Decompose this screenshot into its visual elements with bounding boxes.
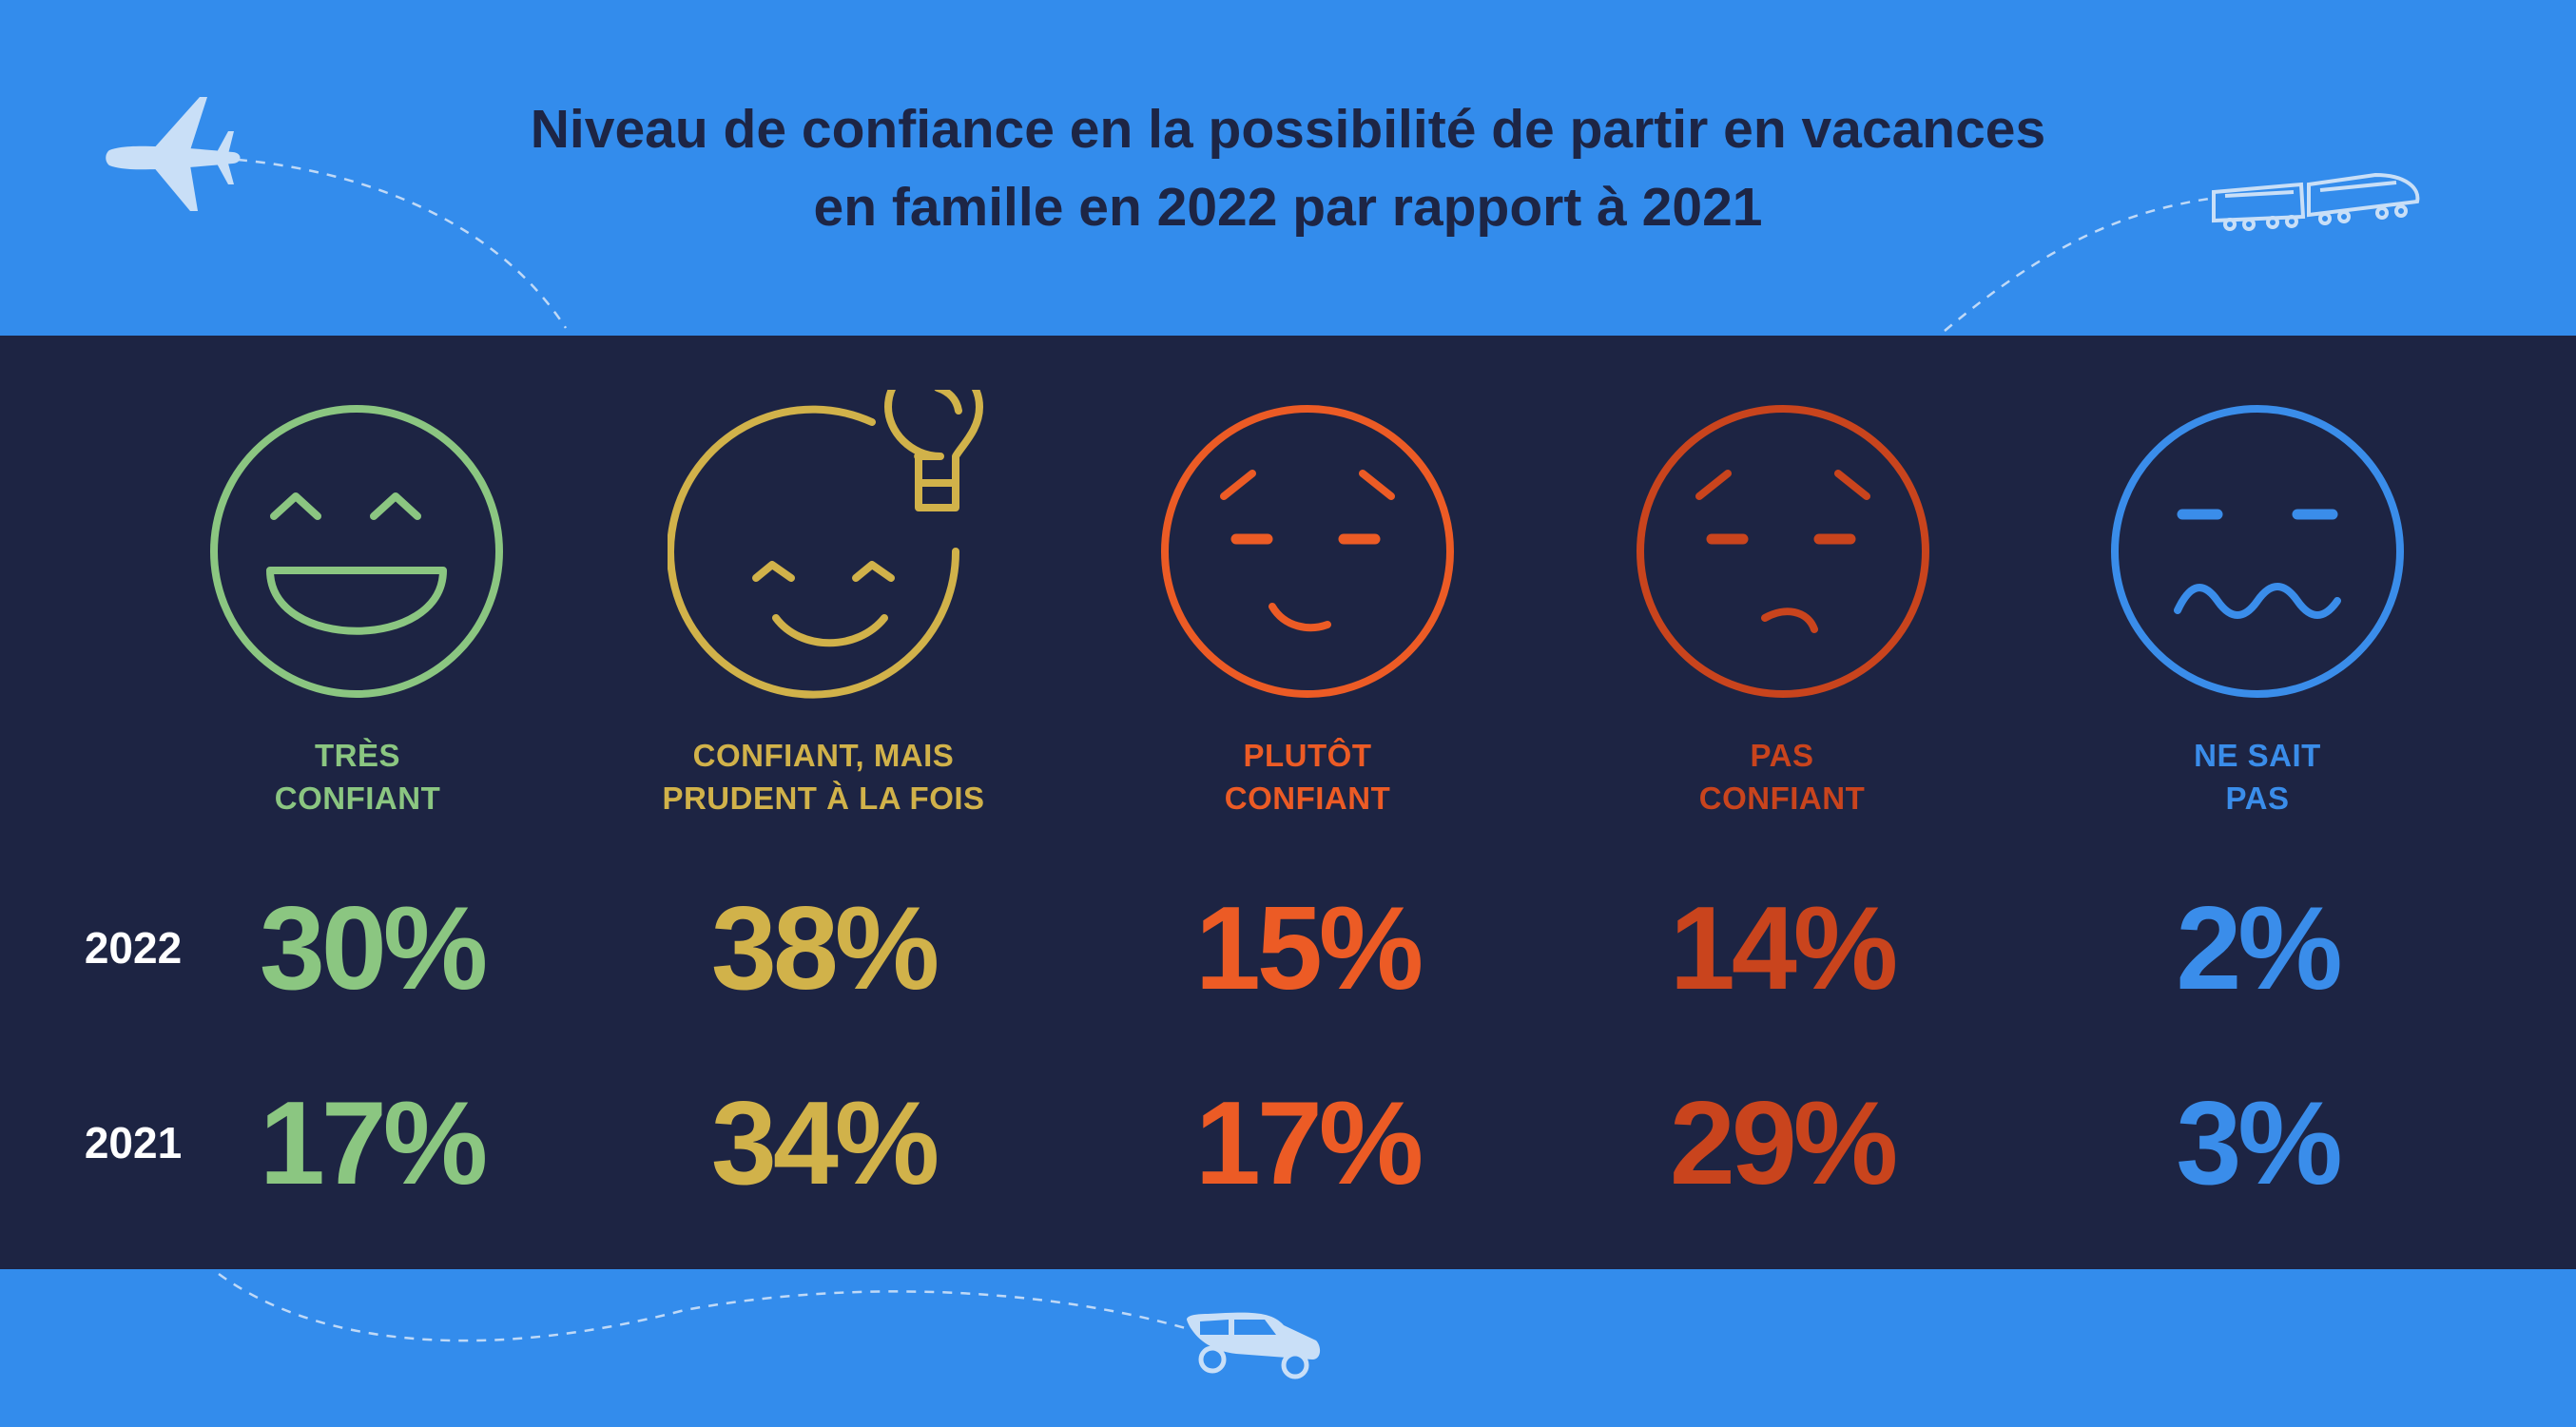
- data-value: 15%: [1194, 883, 1424, 1014]
- year-label-2022: 2022: [84, 923, 183, 973]
- lightbulb-icon: [884, 390, 983, 511]
- category-label-line: TRÈS: [314, 738, 400, 773]
- not-confident-face-icon: [1637, 405, 1929, 698]
- category-label-line: CONFIANT: [274, 781, 441, 816]
- category-label: CONFIANT, MAIS PRUDENT À LA FOIS: [595, 734, 1052, 820]
- data-value: 29%: [1669, 1078, 1898, 1209]
- confident-cautious-face-icon: [668, 390, 983, 699]
- title-line-2: en famille en 2022 par rapport à 2021: [813, 177, 1763, 238]
- category-label-line: PRUDENT À LA FOIS: [662, 781, 985, 816]
- category-label-line: NE SAIT: [2194, 738, 2321, 773]
- data-value: 17%: [259, 1078, 488, 1209]
- category-label: TRÈS CONFIANT: [129, 734, 586, 820]
- data-value: 3%: [2176, 1078, 2342, 1209]
- year-label-2021: 2021: [84, 1118, 183, 1167]
- category-label-line: CONFIANT: [1698, 781, 1866, 816]
- category-label-line: CONFIANT: [1224, 781, 1391, 816]
- category-label: NE SAIT PAS: [2029, 734, 2486, 820]
- results-panel: [0, 336, 2576, 1269]
- doesnt-know-face-icon: [2111, 405, 2404, 698]
- data-value: 34%: [710, 1078, 939, 1209]
- rather-confident-face-icon: [1161, 405, 1454, 698]
- category-label-line: PLUTÔT: [1243, 738, 1372, 773]
- data-value: 38%: [710, 883, 939, 1014]
- data-value: 17%: [1194, 1078, 1424, 1209]
- category-label: PLUTÔT CONFIANT: [1079, 734, 1536, 820]
- chart-title: Niveau de confiance en la possibilité de…: [0, 90, 2576, 246]
- title-line-1: Niveau de confiance en la possibilité de…: [530, 99, 2046, 160]
- footer-band: [0, 1269, 2576, 1427]
- data-value: 30%: [259, 883, 488, 1014]
- category-label-line: PAS: [1750, 738, 1814, 773]
- category-label: PAS CONFIANT: [1554, 734, 2010, 820]
- data-value: 14%: [1669, 883, 1898, 1014]
- data-value: 2%: [2176, 883, 2342, 1014]
- category-label-line: CONFIANT, MAIS: [692, 738, 955, 773]
- category-label-line: PAS: [2225, 781, 2290, 816]
- very-confident-face-icon: [210, 405, 503, 698]
